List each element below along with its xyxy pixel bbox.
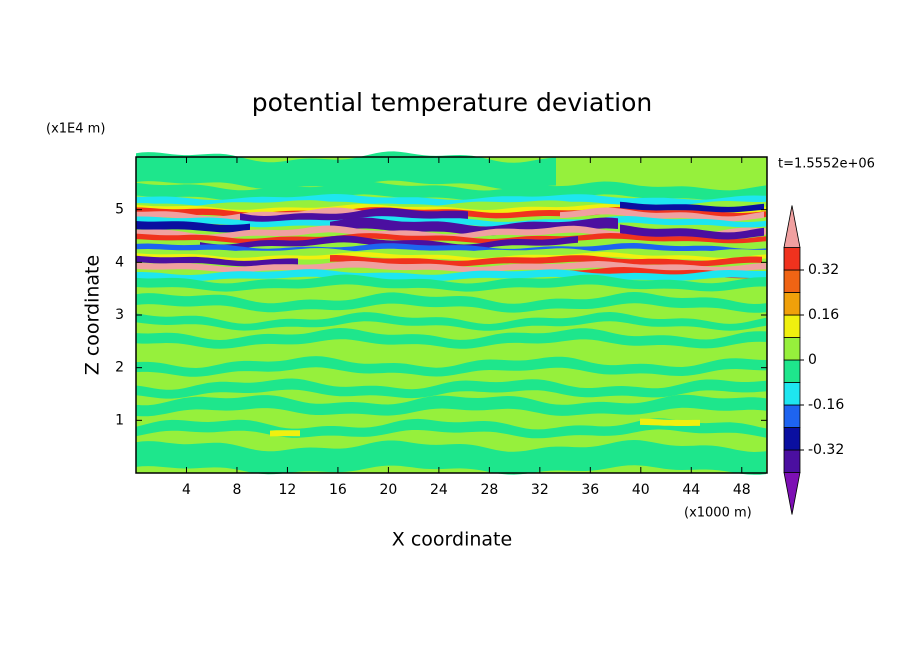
- contour-band: [136, 378, 766, 399]
- colorbar-box: [783, 382, 801, 406]
- x-tick-label: 12: [279, 482, 297, 498]
- contour-band: [330, 255, 762, 267]
- y-unit: (x1E4 m): [46, 122, 105, 137]
- colorbar-box: [783, 292, 801, 316]
- contour-band: [560, 207, 764, 222]
- y-tick-label: 2: [115, 360, 124, 376]
- x-tick-label: 20: [379, 482, 397, 498]
- x-axis-label: X coordinate: [392, 529, 512, 551]
- x-unit: (x1000 m): [684, 506, 752, 521]
- contour-band: [136, 181, 766, 202]
- contour-band: [136, 221, 250, 233]
- colorbar-box: [783, 359, 801, 383]
- x-tick-label: 32: [531, 482, 549, 498]
- contour-field: [136, 151, 767, 475]
- colorbar-tick-label: -0.16: [808, 397, 844, 413]
- y-tick-label: 5: [115, 202, 124, 218]
- colorbar-box: [783, 269, 801, 293]
- colorbar-box: [783, 337, 801, 361]
- contour-band: [620, 201, 764, 213]
- y-axis-label: Z coordinate: [82, 255, 104, 375]
- y-tick-label: 4: [115, 254, 124, 270]
- contour-band: [136, 440, 766, 475]
- contour-band: [136, 356, 766, 377]
- time-label: t=1.5552e+06: [778, 157, 875, 172]
- colorbar-tick-label: 0.32: [808, 262, 839, 278]
- contour-band: [136, 255, 298, 267]
- contour-band: [136, 312, 766, 331]
- chart-title: potential temperature deviation: [252, 88, 652, 117]
- x-tick-label: 44: [682, 482, 700, 498]
- x-tick-label: 16: [329, 482, 347, 498]
- x-tick-label: 24: [430, 482, 448, 498]
- contour-band: [620, 224, 764, 240]
- contour-band: [136, 151, 556, 190]
- contour-band: [270, 430, 300, 437]
- contour-band: [136, 394, 766, 417]
- colorbar-box: [783, 247, 801, 271]
- colorbar-box: [783, 404, 801, 428]
- contour-band: [136, 274, 766, 292]
- colorbar-box: [783, 427, 801, 451]
- x-tick-label: 48: [733, 482, 751, 498]
- y-tick-label: 3: [115, 307, 124, 323]
- colorbar-box: [783, 449, 801, 473]
- colorbar-box: [783, 314, 801, 338]
- colorbar-extension: [783, 472, 801, 515]
- x-tick-label: 4: [182, 482, 191, 498]
- contour-band: [640, 418, 700, 426]
- x-tick-label: 8: [232, 482, 241, 498]
- y-tick-label: 1: [115, 412, 124, 428]
- contour-band: [200, 235, 578, 250]
- colorbar-tick-label: -0.32: [808, 442, 844, 458]
- x-tick-label: 40: [632, 482, 650, 498]
- colorbar-tick-label: 0.16: [808, 307, 839, 323]
- contour-band: [136, 292, 766, 313]
- x-tick-label: 28: [480, 482, 498, 498]
- x-tick-label: 36: [581, 482, 599, 498]
- colorbar-extension: [783, 205, 801, 248]
- contour-band: [136, 261, 766, 273]
- contour-band: [136, 328, 766, 349]
- colorbar-tick-label: 0: [808, 352, 817, 368]
